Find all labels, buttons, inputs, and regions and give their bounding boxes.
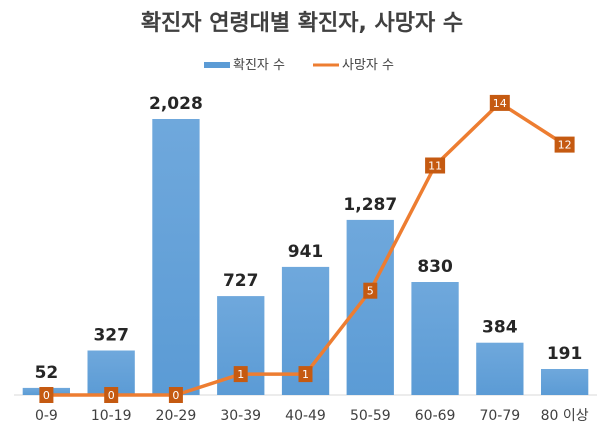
line-point-marker-40-49 [298,366,313,383]
line-point-label-30-39: 1 [237,368,244,381]
x-tick-label-40-49: 40-49 [285,408,326,424]
bar-20-29 [152,119,200,395]
bar-value-label-0-9: 52 [35,363,59,383]
line-point-marker-80 이상 [554,136,575,153]
bar-value-label-50-59: 1,287 [343,195,397,215]
line-point-marker-50-59 [363,282,378,299]
bar-60-69 [411,282,459,395]
line-point-10-19: 0 [104,387,119,403]
legend-swatch-bar [204,62,230,68]
x-tick-label-30-39: 30-39 [220,408,261,424]
line-point-label-20-29: 0 [172,389,179,402]
x-tick-label-70-79: 70-79 [479,408,520,424]
x-tick-label-60-69: 60-69 [415,408,456,424]
bar-value-label-70-79: 384 [482,318,518,338]
line-point-marker-30-39 [233,366,248,383]
line-point-50-59: 5 [363,282,378,299]
line-point-marker-70-79 [489,94,510,111]
line-point-label-0-9: 0 [43,389,50,402]
line-point-label-60-69: 11 [428,160,442,173]
x-tick-label-10-19: 10-19 [91,408,132,424]
line-point-label-10-19: 0 [108,389,115,402]
legend-label-bar: 확진자 수 [233,58,285,73]
bar-value-label-30-39: 727 [223,271,259,291]
line-point-60-69: 11 [425,157,446,174]
bar-value-label-20-29: 2,028 [149,94,203,114]
line-point-label-70-79: 14 [493,97,507,110]
line-point-0-9: 0 [39,387,54,403]
bar-70-79 [476,342,524,395]
bar-value-label-40-49: 941 [288,242,324,262]
line-point-marker-60-69 [425,157,446,174]
line-point-marker-0-9 [39,387,54,403]
line-point-40-49: 1 [298,366,313,383]
line-point-marker-10-19 [104,387,119,403]
bar-labels-group: 52 327 2,028 727 941 1,287 830 384 191 [35,94,583,383]
bar-value-label-60-69: 830 [417,257,453,277]
legend: 확진자 수 사망자 수 [204,58,394,73]
line-point-30-39: 1 [233,366,248,383]
bar-value-label-10-19: 327 [93,326,129,346]
legend-label-line: 사망자 수 [342,58,394,73]
chart-title: 확진자 연령대별 확진자, 사망자 수 [141,11,463,36]
x-tick-label-80 이상: 80 이상 [541,408,589,424]
bar-50-59 [346,219,394,395]
x-tick-label-0-9: 0-9 [35,408,58,424]
line-point-label-40-49: 1 [302,368,309,381]
line-point-label-80 이상: 12 [558,139,572,152]
x-tick-label-20-29: 20-29 [156,408,197,424]
x-ticks-group: 0-9 10-19 20-29 30-39 40-49 50-59 60-69 70-79 80… [35,408,589,424]
bar-80 이상 [541,369,589,395]
bar-value-label-80 이상: 191 [547,344,583,364]
line-point-20-29: 0 [168,387,183,403]
line-point-label-50-59: 5 [367,285,374,298]
line-point-80 이상: 12 [554,136,575,153]
line-point-marker-20-29 [168,387,183,403]
line-point-70-79: 14 [489,94,510,111]
x-tick-label-50-59: 50-59 [350,408,391,424]
